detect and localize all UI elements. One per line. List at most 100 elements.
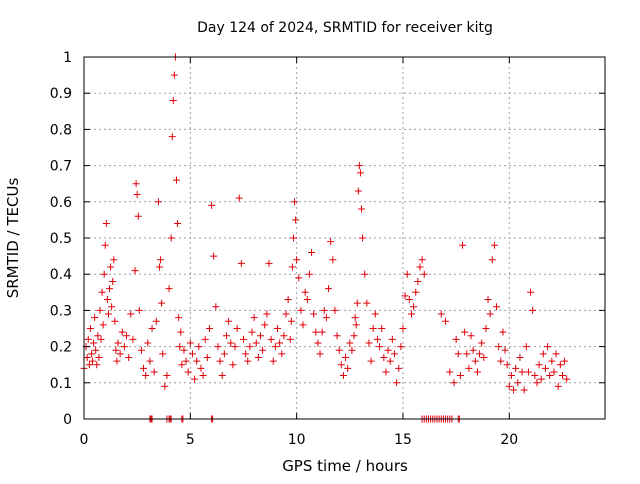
data-point <box>155 263 163 271</box>
y-tick-label: 0.7 <box>50 159 72 175</box>
data-point <box>93 361 101 369</box>
data-point <box>96 306 104 314</box>
data-point <box>416 263 424 271</box>
data-point <box>157 256 165 264</box>
data-point <box>274 325 282 332</box>
data-point <box>499 328 507 336</box>
data-point <box>199 372 207 380</box>
data-point <box>87 350 95 358</box>
data-point <box>163 372 171 380</box>
data-point <box>86 325 94 332</box>
data-point <box>497 357 505 365</box>
data-point <box>233 325 241 332</box>
data-point <box>131 267 139 275</box>
data-point <box>174 220 182 228</box>
data-point <box>188 350 196 358</box>
data-point <box>418 256 426 264</box>
data-point <box>254 353 262 361</box>
data-point <box>203 353 211 361</box>
data-point <box>308 248 316 256</box>
data-point <box>412 288 420 296</box>
data-point <box>259 346 267 354</box>
data-point <box>361 270 369 278</box>
data-point <box>184 368 192 376</box>
data-point <box>367 357 375 365</box>
data-point <box>100 270 108 278</box>
data-point <box>182 357 190 365</box>
data-point <box>516 353 524 361</box>
y-tick-label: 1 <box>63 50 72 66</box>
data-point <box>299 321 307 329</box>
data-point <box>344 364 352 372</box>
data-point <box>295 274 303 282</box>
data-point <box>225 317 233 325</box>
data-point <box>459 241 467 249</box>
data-point <box>216 357 224 365</box>
data-point <box>129 335 137 343</box>
data-point <box>365 339 373 347</box>
data-point <box>380 353 388 361</box>
data-point <box>242 350 250 358</box>
data-point <box>388 335 396 343</box>
data-point <box>297 306 305 314</box>
data-point <box>150 368 158 376</box>
data-point <box>350 332 358 340</box>
data-point <box>152 317 160 325</box>
data-point <box>320 306 328 314</box>
data-point <box>278 350 286 358</box>
data-point <box>465 364 473 372</box>
data-point <box>329 256 337 264</box>
data-point <box>127 310 135 318</box>
data-point <box>98 288 106 296</box>
data-point <box>510 386 518 394</box>
data-point <box>518 368 526 376</box>
data-point <box>490 241 498 249</box>
x-tick-label: 20 <box>500 432 518 448</box>
y-tick-label: 0.4 <box>50 267 72 283</box>
data-point <box>193 357 201 365</box>
x-axis-title: GPS time / hours <box>282 457 408 475</box>
data-point <box>261 321 269 329</box>
data-point <box>177 328 185 336</box>
data-point <box>167 234 175 242</box>
data-point <box>292 216 300 224</box>
data-point <box>108 303 116 311</box>
data-point <box>373 335 381 343</box>
data-point <box>132 180 140 188</box>
data-point <box>561 357 569 365</box>
data-point <box>456 372 464 380</box>
data-point <box>114 339 122 347</box>
data-point <box>505 382 513 390</box>
data-point <box>118 328 126 336</box>
data-point <box>85 361 93 369</box>
data-point <box>144 339 152 347</box>
y-tick-label: 0.3 <box>50 303 72 319</box>
data-point <box>180 346 188 354</box>
data-point <box>208 201 216 209</box>
data-point <box>169 96 177 104</box>
data-point <box>91 314 99 322</box>
y-axis-title: SRMTID / TECUs <box>4 178 22 299</box>
data-point <box>399 325 407 332</box>
data-point <box>556 361 564 369</box>
data-point <box>113 357 121 365</box>
data-point <box>161 382 169 390</box>
data-point <box>369 325 377 332</box>
data-point <box>401 292 409 300</box>
data-point <box>552 350 560 358</box>
data-point <box>125 353 133 361</box>
data-point <box>142 372 150 380</box>
y-tick-label: 0.1 <box>50 376 72 392</box>
data-point <box>563 375 571 383</box>
data-point <box>353 299 361 307</box>
data-point <box>101 241 109 249</box>
data-point <box>322 314 330 322</box>
data-point <box>512 364 520 372</box>
data-point <box>390 350 398 358</box>
data-point <box>482 325 490 332</box>
data-point <box>355 162 363 170</box>
data-point <box>140 364 148 372</box>
data-point <box>205 325 213 332</box>
x-tick-label: 0 <box>80 432 89 448</box>
